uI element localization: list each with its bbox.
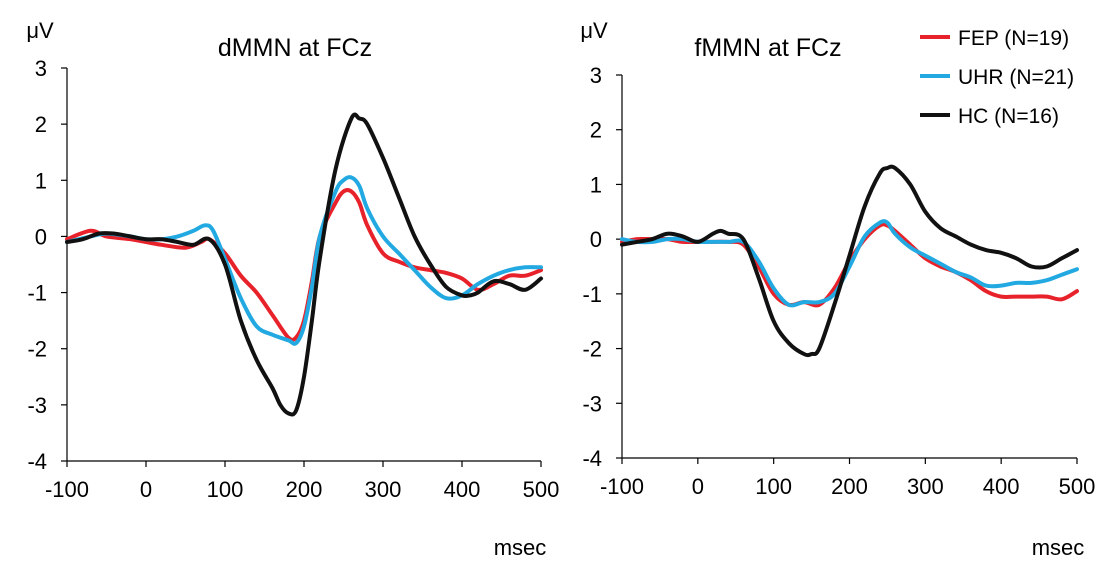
y-tick-label: -2 <box>27 337 47 362</box>
y-tick-label: -1 <box>27 281 47 306</box>
x-tick-label: 200 <box>831 474 868 499</box>
series-line-uhr <box>620 219 1079 308</box>
x-unit-label: msec <box>494 535 547 560</box>
y-tick-label: 2 <box>590 118 602 143</box>
legend-item-uhr: UHR (N=21) <box>920 66 1074 89</box>
y-tick-label: -4 <box>27 449 47 474</box>
x-tick-label: -100 <box>600 474 644 499</box>
x-unit-label: msec <box>1032 535 1085 560</box>
x-tick-label: 400 <box>983 474 1020 499</box>
y-tick-label: 0 <box>590 227 602 252</box>
x-tick-label: 300 <box>365 477 402 502</box>
x-tick-label: 0 <box>140 477 152 502</box>
chart-title: fMMN at FCz <box>694 34 841 62</box>
y-tick-label: 0 <box>35 224 47 249</box>
series-line-uhr <box>65 175 543 346</box>
chart-title: dMMN at FCz <box>218 34 372 62</box>
y-tick-label: -1 <box>582 282 602 307</box>
x-tick-label: 100 <box>755 474 792 499</box>
y-tick-label: 1 <box>35 168 47 193</box>
y-tick-label: -3 <box>582 391 602 416</box>
x-tick-label: 400 <box>444 477 481 502</box>
y-tick-label: -4 <box>582 446 602 471</box>
x-tick-label: 500 <box>1059 474 1096 499</box>
legend: FEP (N=19) UHR (N=21) HC (N=16) <box>920 27 1074 128</box>
legend-label: UHR (N=21) <box>958 66 1074 89</box>
x-tick-label: 200 <box>286 477 323 502</box>
legend-item-fep: FEP (N=19) <box>920 27 1069 50</box>
x-tick-label: 500 <box>523 477 560 502</box>
x-tick-label: 0 <box>692 474 704 499</box>
chart-panel-fmmn: μV fMMN at FCz msec 3 2 1 0 -1 -2 -3 -4 -100 0 100… <box>580 18 1095 560</box>
series-line-fep <box>65 188 543 342</box>
chart-panel-dmmn: μV dMMN at FCz msec 3 2 1 0 -1 -2 -3 -4 -100 0 100… <box>26 18 559 560</box>
y-unit-label: μV <box>26 18 54 43</box>
series-line-hc <box>620 164 1079 358</box>
legend-item-hc: HC (N=16) <box>920 105 1059 128</box>
legend-label: HC (N=16) <box>958 105 1059 128</box>
series-line-hc <box>65 112 543 417</box>
y-unit-label: μV <box>580 18 608 43</box>
x-tick-label: -100 <box>45 477 89 502</box>
x-tick-label: 300 <box>907 474 944 499</box>
y-tick-label: 1 <box>590 172 602 197</box>
x-tick-label: 100 <box>207 477 244 502</box>
y-tick-label: 2 <box>35 112 47 137</box>
y-tick-label: -2 <box>582 337 602 362</box>
y-tick-label: -3 <box>27 393 47 418</box>
legend-label: FEP (N=19) <box>958 27 1069 50</box>
y-tick-label: 3 <box>35 56 47 81</box>
y-tick-label: 3 <box>590 63 602 88</box>
